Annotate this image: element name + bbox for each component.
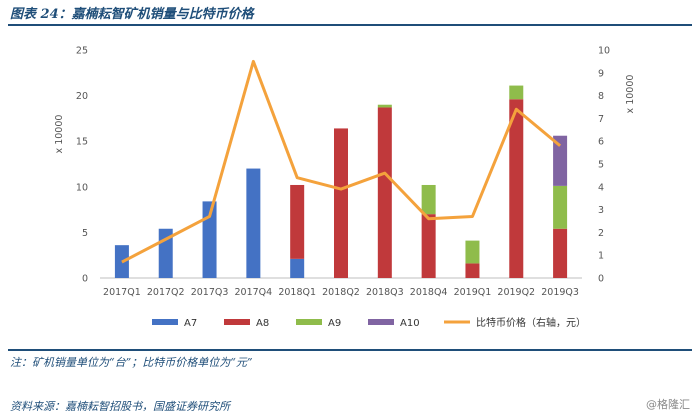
legend-label-a7: A7 (184, 318, 197, 329)
x-tick-label: 2017Q4 (235, 287, 273, 298)
y-left-tick-label: 5 (82, 228, 88, 239)
x-tick-label: 2017Q1 (103, 287, 141, 298)
x-tick-label: 2018Q2 (322, 287, 360, 298)
chart-title: 图表 24：嘉楠耘智矿机销量与比特币价格 (10, 7, 254, 22)
y-right-tick-label: 5 (598, 160, 604, 171)
y-right-tick-label: 10 (598, 46, 610, 57)
y-right-tick-label: 0 (598, 274, 604, 285)
bar-a8 (334, 128, 348, 278)
legend-swatch-a10 (368, 319, 394, 325)
x-tick-label: 2019Q1 (454, 287, 492, 298)
y-left-axis-label: x 10000 (54, 115, 65, 154)
bar-a8 (377, 107, 392, 279)
bar-a9 (465, 240, 480, 264)
x-tick-label: 2017Q2 (147, 287, 185, 298)
combo-chart: 0 5 10 15 20 25 0 1 2 3 4 5 6 7 8 9 10 x 10000 x 10000 2017… (54, 46, 636, 330)
legend-swatch-a7 (152, 319, 178, 325)
x-tick-label: 2018Q4 (410, 287, 448, 298)
y-left-tick-label: 0 (82, 274, 88, 285)
legend-swatch-a9 (296, 319, 322, 325)
x-tick-label: 2018Q3 (366, 287, 404, 298)
bar-a8 (290, 184, 305, 259)
bar-a8 (509, 99, 524, 278)
y-left-tick-label: 15 (76, 137, 88, 148)
bar-a9 (377, 104, 392, 108)
y-right-tick-label: 7 (598, 114, 604, 125)
y-left-tick-label: 10 (76, 182, 88, 193)
bar-a8 (553, 228, 568, 278)
legend-label-a8: A8 (256, 318, 269, 329)
bar-a7 (290, 258, 305, 278)
x-tick-label: 2019Q3 (541, 287, 579, 298)
y-right-tick-label: 2 (598, 228, 604, 239)
title-divider (8, 24, 692, 26)
y-right-tick-label: 8 (598, 91, 604, 102)
y-right-tick-label: 4 (598, 182, 604, 193)
bar-a8 (465, 263, 480, 278)
x-tick-label: 2019Q2 (497, 287, 535, 298)
footer-divider (8, 349, 692, 351)
bar-a9 (509, 85, 524, 100)
bar-a7 (202, 201, 217, 278)
x-tick-label: 2018Q1 (278, 287, 316, 298)
y-right-tick-label: 9 (598, 68, 604, 79)
y-right-tick-label: 3 (598, 205, 604, 216)
bar-a10 (553, 135, 568, 186)
y-right-axis-label: x 10000 (625, 75, 636, 114)
x-tick-label: 2017Q3 (191, 287, 229, 298)
y-right-tick-label: 6 (598, 137, 604, 148)
y-right-tick-label: 1 (598, 251, 604, 262)
legend-swatch-a8 (224, 319, 250, 325)
legend-label-a10: A10 (400, 318, 420, 329)
bar-a9 (553, 185, 568, 229)
legend-label-a9: A9 (328, 318, 341, 329)
bar-a9 (421, 184, 436, 215)
legend-label-bitcoin: 比特币价格（右轴，元） (476, 316, 586, 329)
watermark: @格隆汇 (646, 398, 690, 411)
bar-a7 (246, 168, 261, 278)
source-note: 资料来源：嘉楠耘智招股书，国盛证券研究所 (10, 400, 230, 413)
y-left-tick-label: 25 (76, 46, 88, 57)
unit-note: 注：矿机销量单位为“台”；比特币价格单位为“元” (10, 356, 253, 369)
y-left-tick-label: 20 (76, 91, 88, 102)
bar-a8 (421, 214, 436, 278)
